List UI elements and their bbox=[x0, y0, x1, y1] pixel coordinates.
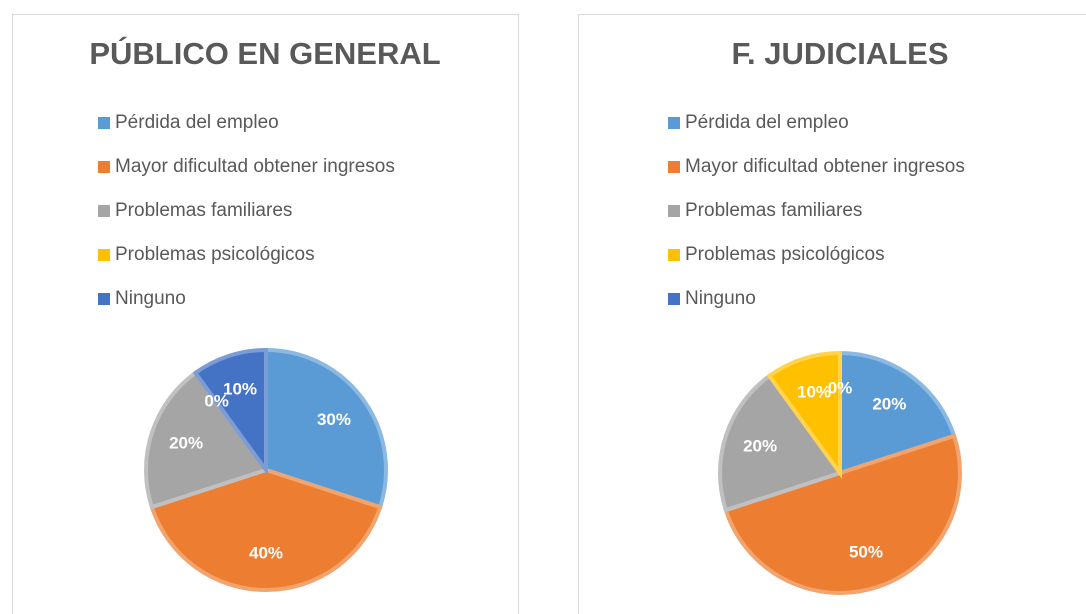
legend-label: Mayor dificultad obtener ingresos bbox=[685, 156, 965, 177]
pie-slice bbox=[192, 347, 268, 477]
data-label: 20% bbox=[872, 395, 906, 414]
pie-slice bbox=[149, 467, 383, 592]
data-label: 30% bbox=[317, 410, 351, 429]
legend-swatch bbox=[668, 117, 680, 129]
legend-swatch bbox=[98, 117, 110, 129]
pie-slice bbox=[264, 347, 388, 510]
legend-swatch bbox=[98, 293, 110, 305]
chart-panel bbox=[12, 14, 519, 614]
pie-slice bbox=[718, 373, 844, 513]
legend-label: Pérdida del empleo bbox=[685, 112, 849, 133]
legend-swatch bbox=[668, 293, 680, 305]
legend-swatch bbox=[668, 161, 680, 173]
legend-label: Problemas familiares bbox=[115, 200, 292, 221]
chart-title: F. JUDICIALES bbox=[731, 36, 948, 71]
data-label: 40% bbox=[249, 543, 283, 562]
chart-panel bbox=[578, 14, 1086, 614]
pie-slice bbox=[766, 350, 842, 480]
pie-slice bbox=[838, 350, 957, 476]
data-label: 10% bbox=[797, 383, 831, 402]
chart-title: PÚBLICO EN GENERAL bbox=[89, 35, 440, 71]
legend-label: Pérdida del empleo bbox=[115, 112, 279, 133]
legend-swatch bbox=[98, 205, 110, 217]
pie-slice bbox=[144, 370, 270, 510]
legend-label: Problemas psicológicos bbox=[115, 244, 315, 265]
legend-label: Ninguno bbox=[685, 288, 756, 309]
legend-swatch bbox=[668, 249, 680, 261]
pie-slice bbox=[723, 433, 962, 595]
data-label: 50% bbox=[849, 542, 883, 561]
data-label: 0% bbox=[204, 392, 229, 411]
data-label: 20% bbox=[169, 434, 203, 453]
data-label: 20% bbox=[743, 437, 777, 456]
data-label: 10% bbox=[223, 380, 257, 399]
legend-swatch bbox=[98, 161, 110, 173]
legend-label: Mayor dificultad obtener ingresos bbox=[115, 156, 395, 177]
legend-swatch bbox=[668, 205, 680, 217]
legend-label: Problemas familiares bbox=[685, 200, 862, 221]
legend-label: Ninguno bbox=[115, 288, 186, 309]
data-label: 0% bbox=[828, 378, 853, 397]
legend-swatch bbox=[98, 249, 110, 261]
legend-label: Problemas psicológicos bbox=[685, 244, 885, 265]
